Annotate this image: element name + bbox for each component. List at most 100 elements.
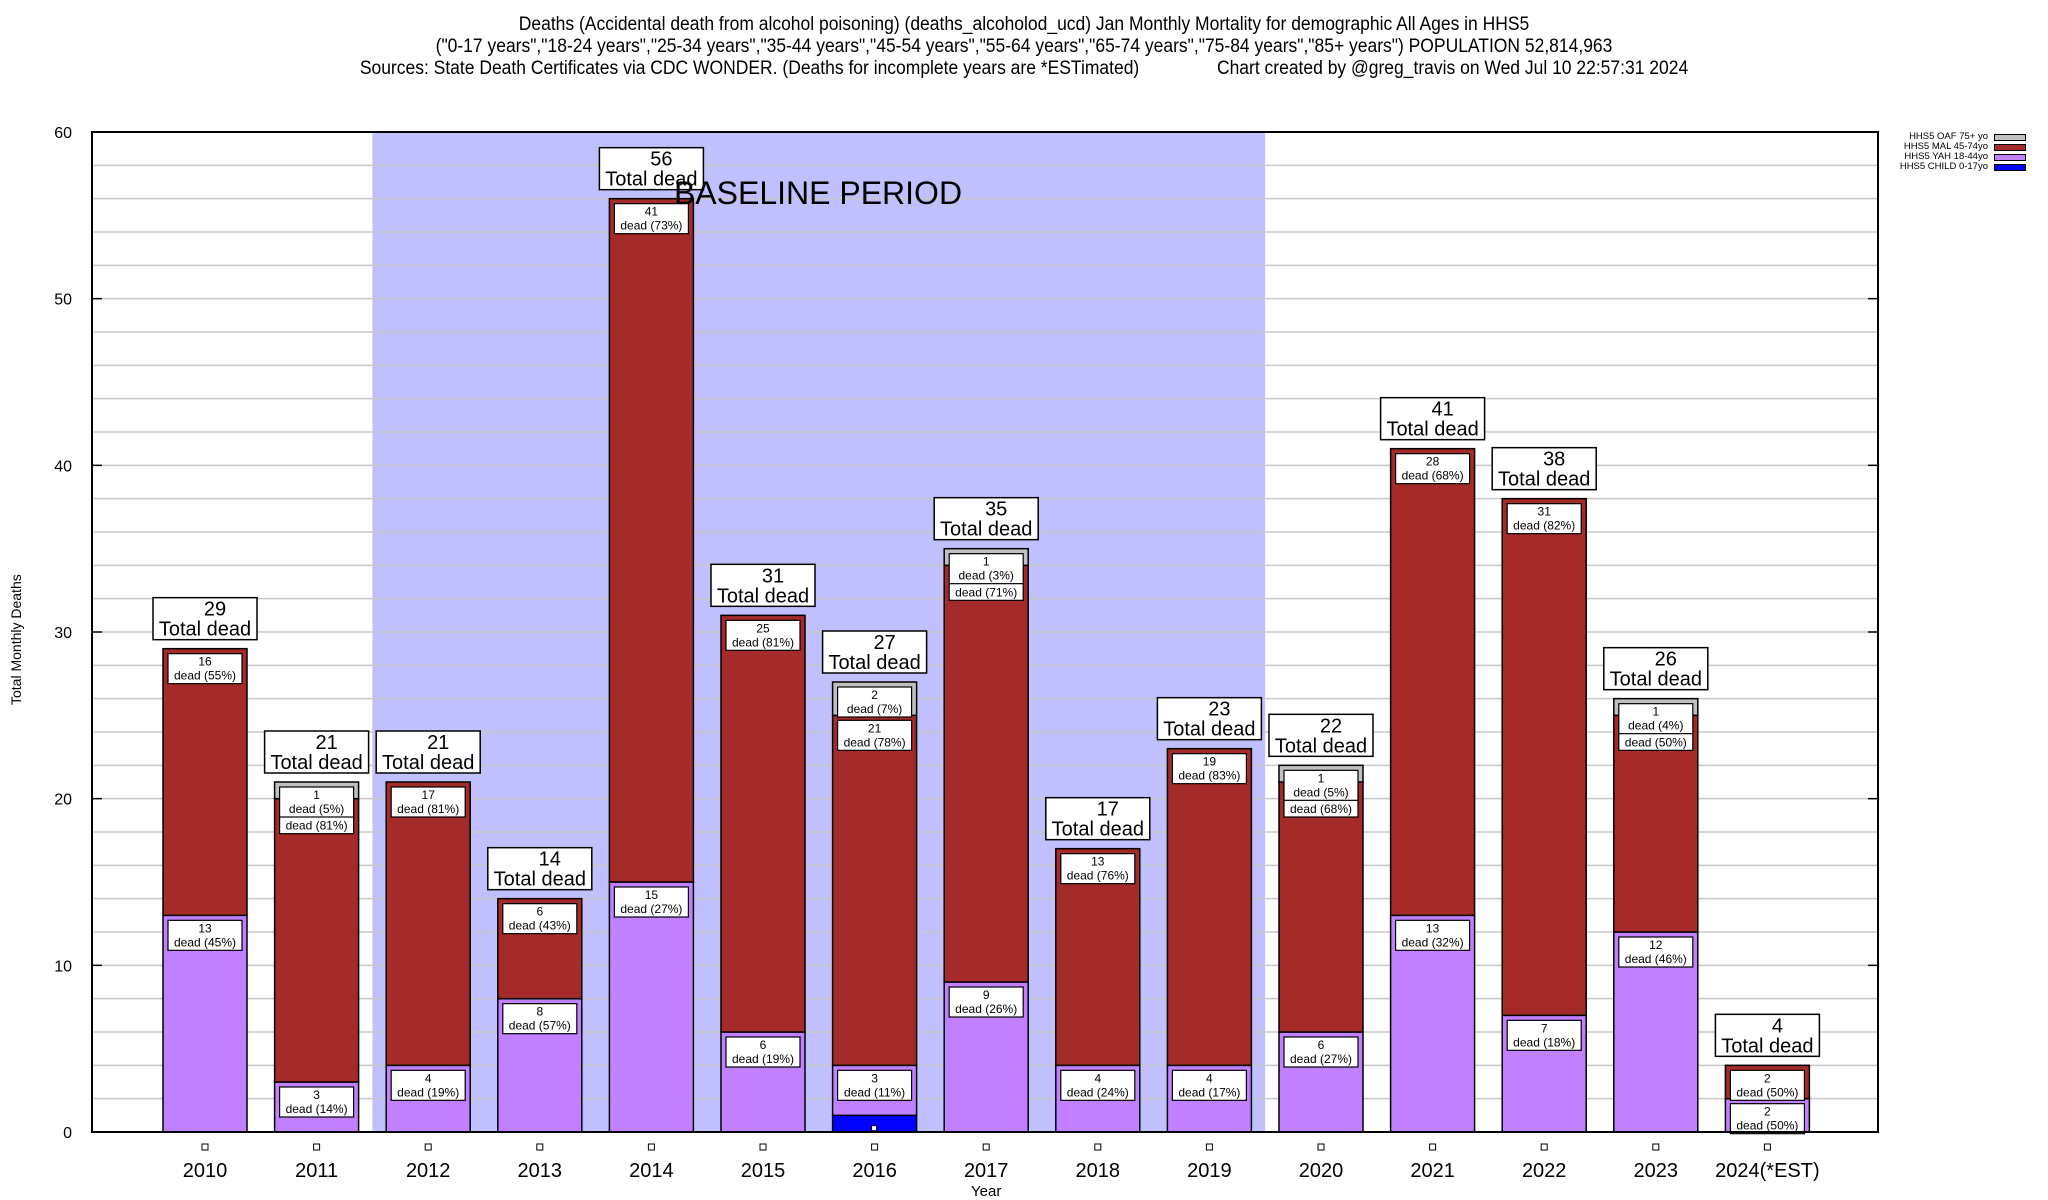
- segment-label-value: 41: [645, 205, 659, 219]
- segment-label-percent: dead (83%): [1178, 769, 1240, 783]
- total-label-value: 14: [539, 849, 561, 871]
- segment-label-percent: dead (18%): [1513, 1035, 1575, 1049]
- segment-label-percent: dead (50%): [1736, 1085, 1798, 1099]
- segment-label-box: [1060, 853, 1136, 885]
- total-label-box: [1045, 796, 1151, 841]
- legend-label: HHS5 OAF 75+ yo: [1909, 131, 1988, 142]
- y-tick-label: 60: [54, 125, 72, 142]
- segment-label-box: [502, 903, 578, 935]
- segment-label-box: [613, 203, 690, 235]
- legend-swatch: [1994, 153, 2026, 161]
- segment-label-percent: dead (45%): [174, 935, 236, 949]
- bar-segment: [943, 564, 1029, 983]
- x-tick-label: 2014: [629, 1160, 674, 1182]
- y-tick-label: 30: [54, 625, 72, 642]
- x-tick-label: 2017: [964, 1160, 1009, 1182]
- segment-label-percent: dead (81%): [397, 802, 459, 816]
- total-label-box: [710, 563, 816, 608]
- total-label-box: [263, 730, 370, 774]
- legend-swatch: [1994, 143, 2026, 151]
- total-label-text: Total dead: [828, 652, 920, 674]
- total-label-text: Total dead: [159, 619, 251, 641]
- legend: HHS5 OAF 75+ yo HHS5 MAL 45-74yo HHS5 YA…: [1900, 132, 2026, 172]
- segment-label-box: [1506, 503, 1582, 535]
- x-tick-marker: [313, 1143, 321, 1151]
- x-tick-label: 2011: [295, 1160, 338, 1182]
- legend-item-mal: HHS5 MAL 45-74yo: [1900, 142, 2026, 152]
- segment-label-value: 19: [1203, 755, 1217, 769]
- bar-segment: [1055, 847, 1141, 1067]
- segment-label-percent: dead (73%): [620, 219, 682, 233]
- total-label-box: [487, 846, 593, 891]
- segment-label-box: [836, 686, 913, 718]
- total-label-text: Total dead: [1610, 669, 1702, 691]
- x-tick-label: 2015: [741, 1160, 786, 1182]
- segment-label-percent: dead (17%): [1178, 1085, 1240, 1099]
- total-label-box: [1603, 646, 1709, 691]
- total-label-text: Total dead: [1163, 719, 1255, 741]
- segment-label-value: 12: [1649, 938, 1663, 952]
- segment-label-percent: dead (50%): [1736, 1119, 1798, 1133]
- segment-label-value: 2: [871, 688, 878, 702]
- total-label-box: [1268, 713, 1374, 758]
- bar-segment: [1166, 747, 1253, 1067]
- bar-segment: [608, 881, 695, 1133]
- bar-group-2014: [608, 197, 695, 1133]
- bar-group-2015: [720, 614, 806, 1133]
- total-label-value: 31: [762, 565, 784, 587]
- bar-segment: [1613, 714, 1699, 933]
- segment-label-value: 13: [198, 921, 212, 935]
- segment-label-percent: dead (68%): [1290, 802, 1352, 816]
- total-label-value: 4: [1772, 1015, 1783, 1037]
- segment-label-value: 3: [871, 1071, 878, 1085]
- segment-label-box: [1729, 1103, 1806, 1135]
- segment-label-box: [613, 886, 690, 918]
- x-tick-marker: [1317, 1143, 1325, 1151]
- x-tick-marker: [871, 1143, 879, 1151]
- segment-label-box: [167, 919, 243, 951]
- legend-item-oaf: HHS5 OAF 75+ yo: [1900, 132, 2026, 142]
- segment-label-percent: dead (3%): [959, 569, 1014, 583]
- x-tick-marker: [759, 1143, 767, 1151]
- segment-label-percent: dead (19%): [397, 1085, 459, 1099]
- segment-label-box: [948, 986, 1024, 1018]
- segment-label-value: 13: [1426, 921, 1440, 935]
- segment-label-percent: dead (5%): [1293, 785, 1348, 799]
- total-label-value: 26: [1655, 649, 1677, 671]
- total-label-text: Total dead: [1386, 419, 1478, 441]
- legend-swatch: [1994, 133, 2026, 141]
- x-tick-label: 2022: [1522, 1160, 1567, 1182]
- bar-group-2022: [1501, 497, 1587, 1133]
- segment-label-box: [1060, 1069, 1136, 1101]
- legend-item-child: HHS5 CHILD 0-17yo: [1900, 162, 2026, 172]
- total-label-text: Total dead: [605, 169, 697, 191]
- x-tick-label: 2024(*EST): [1715, 1160, 1820, 1182]
- x-tick-marker: [536, 1143, 544, 1151]
- legend-label: HHS5 CHILD 0-17yo: [1899, 161, 1988, 172]
- y-tick-label: 10: [54, 958, 72, 975]
- x-tick-label: 2012: [406, 1160, 451, 1182]
- segment-label-percent: dead (81%): [732, 635, 794, 649]
- segment-label-percent: dead (68%): [1402, 469, 1464, 483]
- y-tick-label: 20: [54, 792, 72, 809]
- segment-label-percent: dead (82%): [1513, 519, 1575, 533]
- segment-label-value: 17: [422, 788, 436, 802]
- segment-label-percent: dead (5%): [289, 802, 344, 816]
- total-label-box: [1156, 696, 1263, 741]
- segment-label-box: [1394, 453, 1471, 485]
- total-label-text: Total dead: [1275, 735, 1367, 757]
- bar-segment: [720, 614, 806, 1033]
- total-label-value: 21: [315, 732, 337, 754]
